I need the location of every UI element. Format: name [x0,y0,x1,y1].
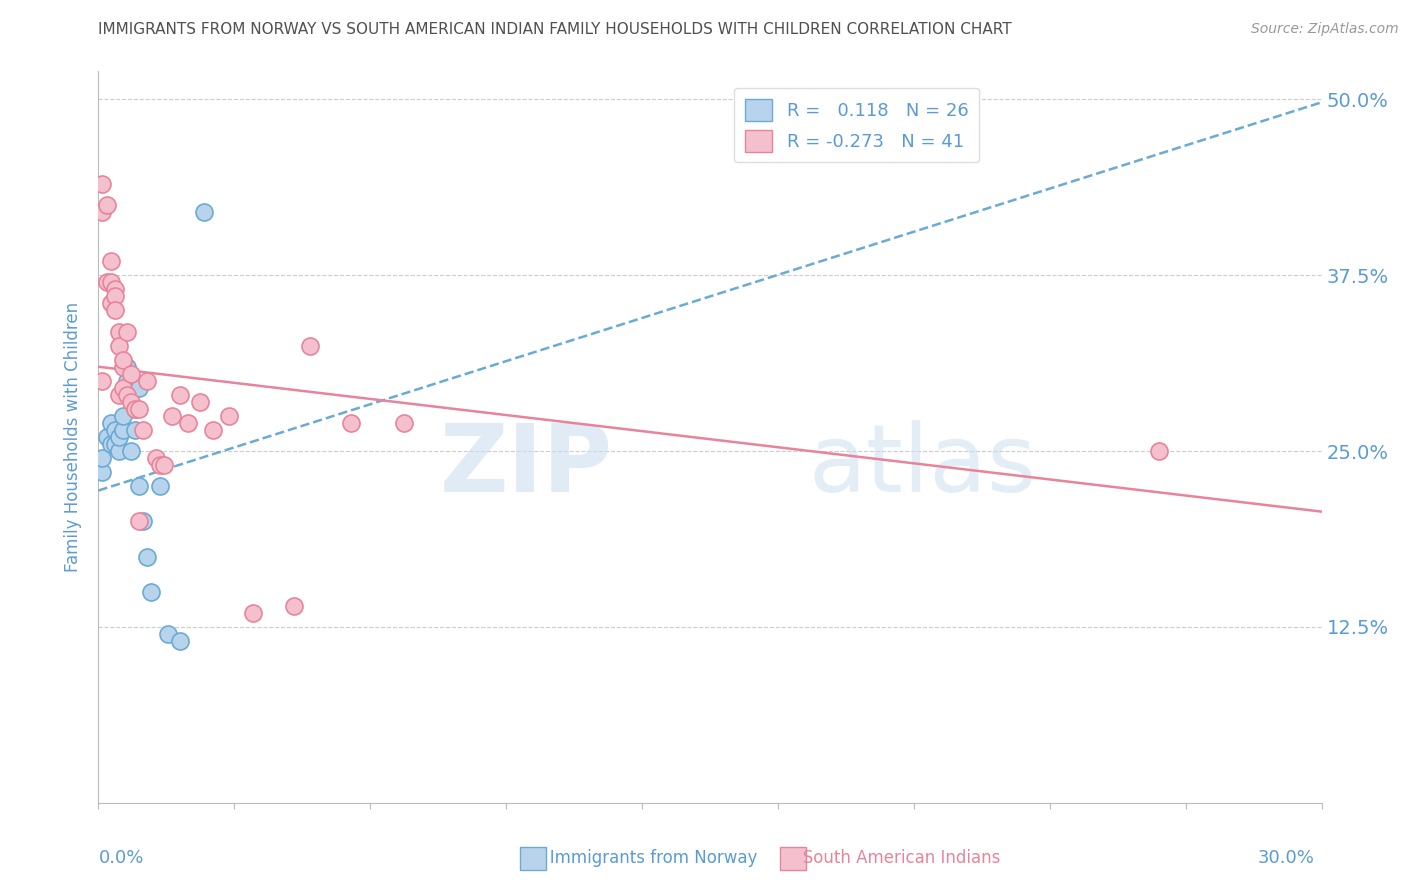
Point [100,296,122,310]
Point [96,276,118,290]
Text: 0.0%: 0.0% [98,849,143,867]
Point [136,374,159,388]
Point [1147,444,1170,458]
Point [91,465,114,479]
Point [91,177,114,191]
Point [111,409,134,423]
Point [141,584,163,599]
Point [115,374,138,388]
Point [115,388,138,402]
Point [124,401,146,416]
Point [108,325,131,339]
Point [128,401,150,416]
Text: ZIP: ZIP [439,420,612,512]
Point [120,444,142,458]
Point [91,451,114,466]
Y-axis label: Family Households with Children: Family Households with Children [65,302,83,572]
Point [299,339,322,353]
Text: Source: ZipAtlas.com: Source: ZipAtlas.com [1251,22,1399,37]
Point [149,458,172,473]
Text: Immigrants from Norway: Immigrants from Norway [534,849,758,867]
Point [108,430,131,444]
Point [149,479,172,493]
Point [201,423,224,437]
Point [91,205,114,219]
Point [128,515,150,529]
Point [115,325,138,339]
Point [120,395,142,409]
Point [104,303,127,318]
Point [115,359,138,374]
Point [218,409,240,423]
Point [111,359,134,374]
Point [177,416,200,430]
Point [392,416,416,430]
Point [169,388,191,402]
Point [193,205,215,219]
Point [188,395,212,409]
Point [100,254,122,268]
Point [136,549,159,564]
Point [120,381,142,395]
Legend: R =   0.118   N = 26, R = -0.273   N = 41: R = 0.118 N = 26, R = -0.273 N = 41 [734,87,980,162]
Point [169,634,191,648]
Point [128,381,150,395]
Point [111,381,134,395]
Point [145,451,167,466]
Point [104,423,127,437]
Point [104,289,127,303]
Point [100,437,122,451]
Point [100,276,122,290]
Point [108,388,131,402]
Text: 30.0%: 30.0% [1258,849,1315,867]
Point [152,458,174,473]
Point [132,515,155,529]
Point [100,416,122,430]
Text: South American Indians: South American Indians [787,849,1001,867]
Point [108,339,131,353]
Point [96,430,118,444]
Point [283,599,305,613]
Point [104,282,127,296]
Point [91,374,114,388]
Point [120,367,142,381]
Point [340,416,363,430]
Point [104,437,127,451]
Point [111,423,134,437]
Point [108,444,131,458]
Point [124,423,146,437]
Point [132,423,155,437]
Point [156,627,179,641]
Point [111,352,134,367]
Point [242,606,264,620]
Text: IMMIGRANTS FROM NORWAY VS SOUTH AMERICAN INDIAN FAMILY HOUSEHOLDS WITH CHILDREN : IMMIGRANTS FROM NORWAY VS SOUTH AMERICAN… [98,22,1012,37]
Point [160,409,183,423]
Point [128,479,150,493]
Point [96,198,118,212]
Text: atlas: atlas [808,420,1036,512]
Point [124,401,146,416]
